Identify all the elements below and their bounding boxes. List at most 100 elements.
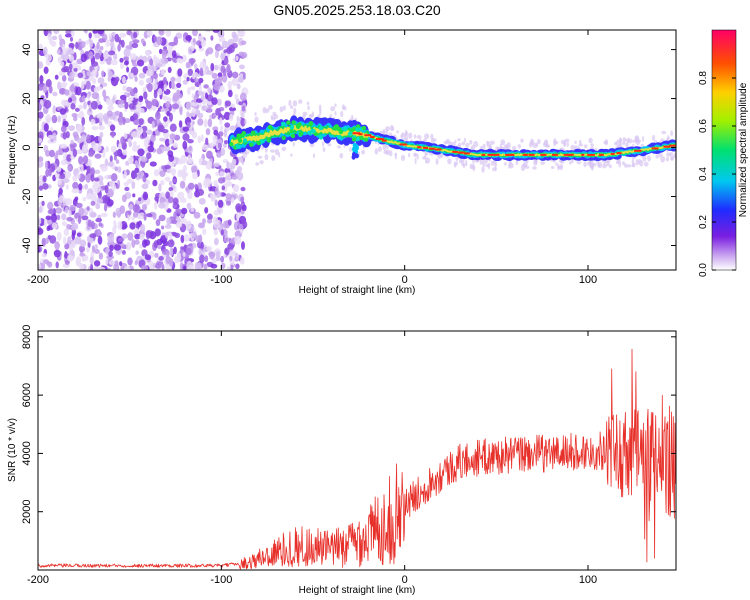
ridge-core bbox=[528, 153, 535, 156]
noise-blob bbox=[98, 252, 104, 260]
noise-blob bbox=[41, 237, 46, 247]
noise-blob bbox=[81, 144, 88, 153]
halo-blob bbox=[298, 99, 303, 104]
noise-blob bbox=[104, 184, 109, 194]
noise-blob bbox=[107, 105, 114, 111]
noise-blob bbox=[70, 83, 75, 93]
noise-blob bbox=[199, 61, 207, 70]
noise-blob bbox=[74, 236, 82, 245]
halo-blob bbox=[311, 111, 315, 117]
noise-blob bbox=[95, 86, 103, 91]
halo-blob bbox=[383, 149, 388, 155]
noise-blob bbox=[81, 117, 86, 126]
halo-blob bbox=[655, 154, 659, 159]
halo-blob bbox=[453, 161, 459, 166]
noise-blob bbox=[154, 200, 158, 210]
noise-blob bbox=[163, 164, 171, 170]
noise-blob bbox=[52, 91, 58, 97]
noise-blob bbox=[188, 182, 195, 190]
noise-blob bbox=[43, 218, 47, 227]
noise-blob bbox=[87, 219, 93, 227]
noise-blob bbox=[200, 94, 205, 101]
noise-blob bbox=[179, 180, 186, 189]
noise-blob bbox=[196, 98, 203, 103]
noise-blob bbox=[226, 266, 231, 270]
noise-blob bbox=[100, 164, 108, 172]
halo-blob bbox=[624, 138, 627, 142]
halo-blob bbox=[489, 140, 495, 145]
noise-blob bbox=[210, 62, 215, 72]
noise-blob bbox=[72, 148, 78, 158]
noise-blob bbox=[234, 235, 242, 245]
noise-blob bbox=[113, 263, 120, 270]
noise-blob bbox=[61, 221, 67, 227]
noise-blob bbox=[146, 129, 153, 135]
noise-blob bbox=[132, 204, 139, 213]
ridge-core bbox=[370, 136, 375, 138]
noise-blob bbox=[197, 118, 204, 126]
noise-blob bbox=[123, 169, 127, 179]
halo-blob bbox=[588, 137, 593, 144]
noise-blob bbox=[236, 171, 244, 181]
noise-blob bbox=[151, 82, 158, 91]
noise-blob bbox=[143, 212, 147, 221]
noise-blob bbox=[43, 123, 49, 132]
noise-blob bbox=[73, 67, 78, 72]
halo-blob bbox=[621, 141, 626, 145]
noise-blob bbox=[103, 51, 109, 60]
halo-blob bbox=[535, 159, 538, 166]
noise-blob bbox=[204, 255, 209, 263]
noise-blob bbox=[88, 51, 94, 60]
noise-blob bbox=[74, 107, 80, 112]
noise-blob bbox=[105, 259, 109, 265]
noise-blob bbox=[177, 169, 183, 178]
noise-blob bbox=[172, 92, 180, 102]
noise-blob bbox=[38, 263, 42, 270]
noise-blob bbox=[163, 116, 168, 122]
noise-blob bbox=[83, 30, 88, 33]
noise-blob bbox=[94, 244, 98, 250]
halo-blob bbox=[604, 139, 609, 146]
noise-blob bbox=[237, 76, 244, 83]
halo-blob bbox=[408, 132, 413, 139]
halo-blob bbox=[670, 157, 674, 161]
ridge-blob bbox=[334, 124, 339, 129]
noise-blob bbox=[103, 203, 108, 212]
noise-blob bbox=[67, 165, 72, 171]
noise-blob bbox=[98, 266, 106, 270]
noise-blob bbox=[42, 175, 47, 183]
ridge-core bbox=[510, 153, 515, 156]
halo-blob bbox=[334, 103, 337, 108]
y-tick-label: 4000 bbox=[21, 441, 33, 465]
noise-blob bbox=[108, 50, 116, 56]
noise-blob bbox=[45, 79, 52, 88]
halo-blob bbox=[457, 138, 461, 142]
halo-blob bbox=[500, 139, 506, 146]
y-tick-label: -40 bbox=[21, 238, 33, 254]
noise-blob bbox=[238, 30, 243, 37]
ridge-blob bbox=[249, 142, 254, 147]
noise-blob bbox=[93, 249, 100, 254]
noise-blob bbox=[110, 59, 118, 66]
ridge-core bbox=[598, 153, 604, 156]
noise-blob bbox=[114, 110, 120, 116]
noise-blob bbox=[134, 160, 139, 167]
colorbar: 0.0 0.2 0.4 0.6 0.8 Normalized spectral ampl… bbox=[698, 29, 749, 277]
noise-blob bbox=[155, 63, 163, 68]
noise-blob bbox=[156, 261, 164, 266]
noise-blob bbox=[235, 263, 240, 270]
ridge-core bbox=[569, 153, 574, 156]
noise-blob bbox=[203, 179, 209, 189]
noise-blob bbox=[127, 232, 134, 241]
halo-blob bbox=[447, 158, 452, 165]
noise-blob bbox=[187, 139, 194, 144]
noise-blob bbox=[158, 48, 163, 55]
noise-blob bbox=[167, 66, 172, 73]
noise-blob bbox=[111, 132, 115, 138]
noise-blob bbox=[171, 103, 180, 110]
noise-blob bbox=[149, 161, 157, 167]
noise-blob bbox=[123, 182, 129, 186]
noise-blob bbox=[166, 208, 172, 213]
noise-blob bbox=[85, 80, 91, 90]
halo-blob bbox=[293, 107, 297, 115]
